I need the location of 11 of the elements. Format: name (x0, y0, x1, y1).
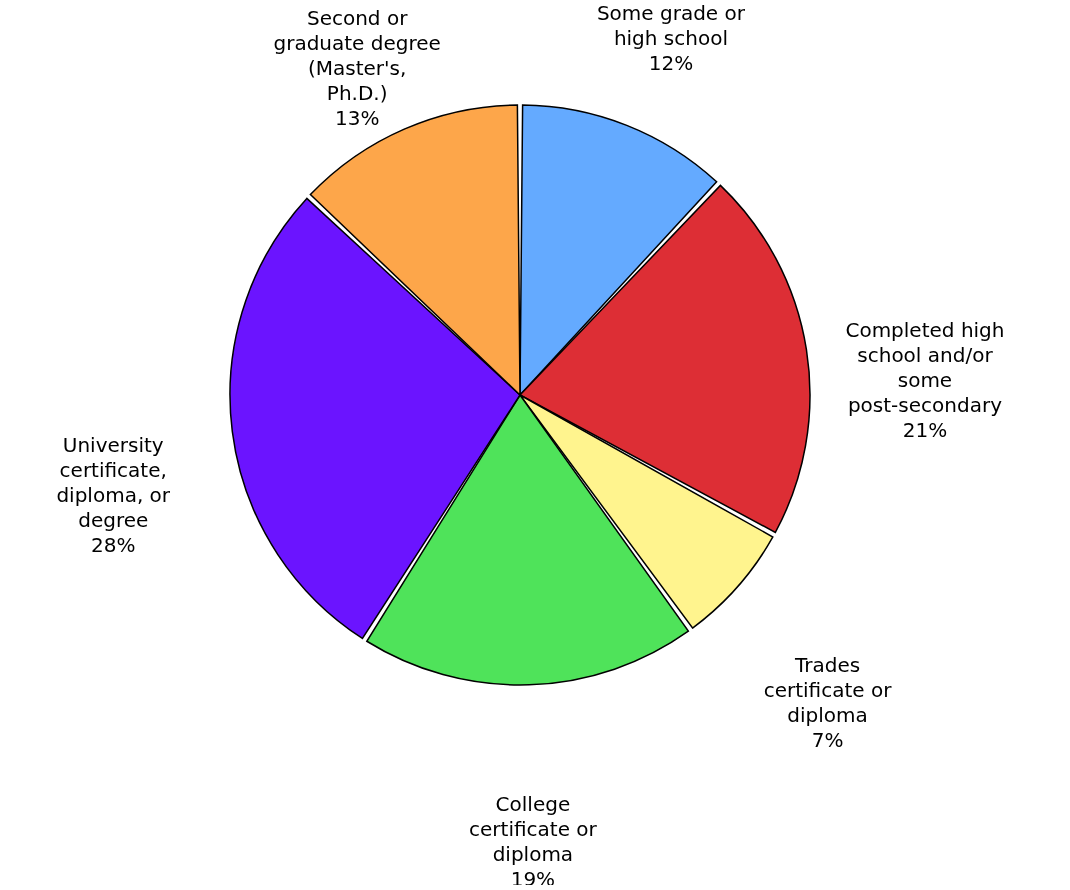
data-label: 21% (902, 417, 948, 442)
slice-label: Trades certificate or diploma (763, 653, 893, 728)
slice-label: Second or graduate degree (Master's, Ph.D.) (273, 5, 441, 105)
data-label: 7% (811, 728, 844, 753)
slice-label: University certificate, diploma, or degree (56, 433, 171, 533)
data-label: 28% (91, 533, 136, 558)
slice-label: Completed high school and/or some post-secondary (845, 317, 1005, 417)
data-label: 13% (334, 105, 380, 130)
slice-label: College certificate or diploma (469, 791, 598, 866)
slice-label: Some grade or high school (596, 0, 746, 50)
data-label: 12% (648, 50, 694, 75)
